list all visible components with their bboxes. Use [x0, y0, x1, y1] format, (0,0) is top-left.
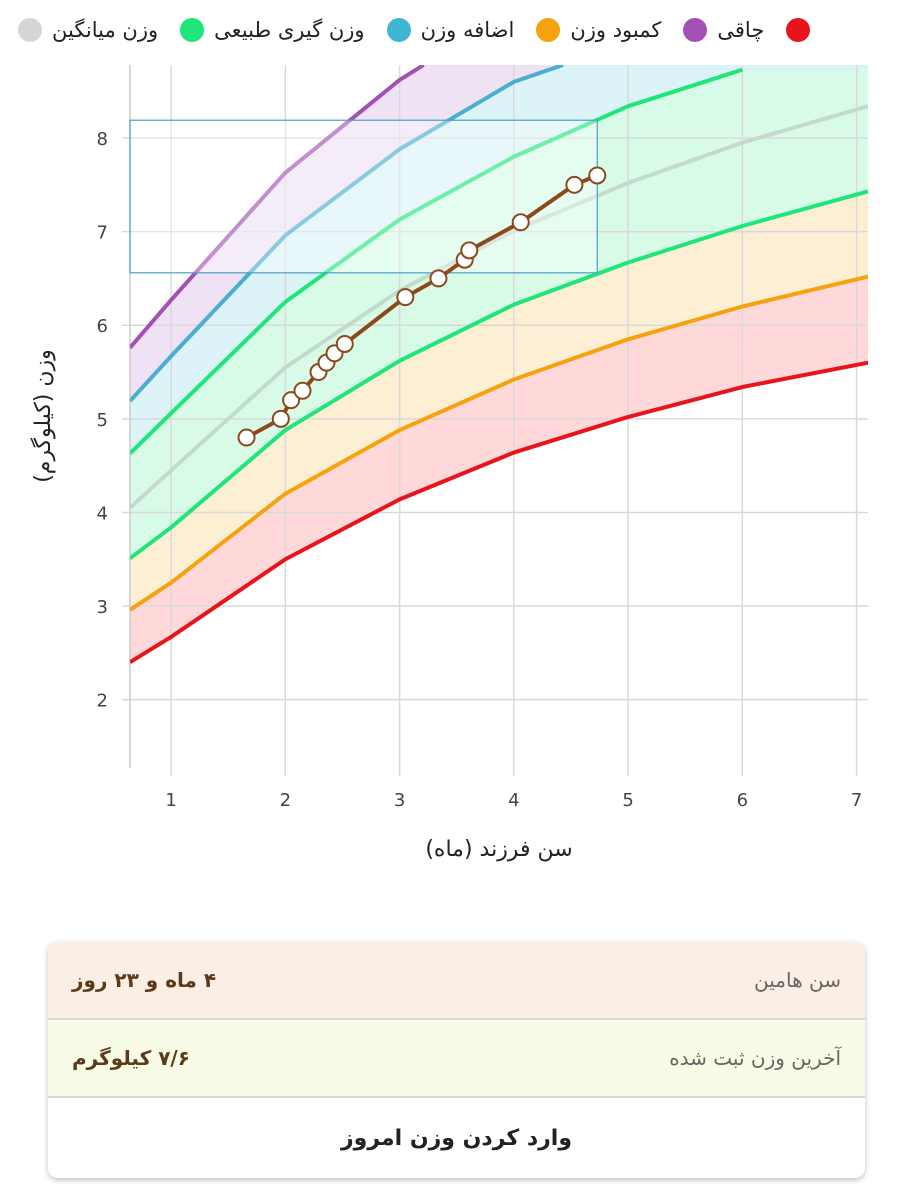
x-tick-label: 3 [394, 790, 405, 811]
legend-item [786, 18, 811, 42]
reference-curve [130, 360, 868, 664]
x-tick-label: 4 [508, 790, 519, 811]
y-tick-label: 8 [97, 129, 108, 150]
child-weight-point [335, 334, 354, 353]
legend-dot [386, 18, 411, 42]
row-label: آخرین وزن ثبت شده [669, 1046, 841, 1070]
reference-curve [130, 65, 425, 350]
age-row: سن هامین ۴ ماه و ۲۳ روز [48, 942, 865, 1020]
child-weight-point [282, 391, 301, 410]
x-tick-label: 6 [737, 790, 748, 811]
foreground [129, 119, 607, 447]
band [130, 65, 868, 454]
legend-dot [683, 18, 708, 42]
chart: 1 2 3 4 5 6 7 2 3 4 5 6 7 8 وزن (کیلوگرم) سن فرزند (م… [30, 65, 868, 862]
legend-label: وزن میانگین [52, 18, 159, 42]
x-axis-label: سن فرزند (ماه) [425, 837, 572, 862]
legend-item: وزن گیری طبیعی [180, 18, 365, 42]
y-axis-label: وزن (کیلوگرم) [30, 349, 56, 483]
legend: وزن میانگین وزن گیری طبیعی اضافه وزن کمبود … [18, 10, 811, 50]
legend-dot [180, 18, 205, 42]
row-label: سن هامین [754, 968, 841, 992]
legend-dot [786, 18, 811, 42]
legend-item: کمبود وزن [536, 18, 661, 42]
child-weight-point [588, 166, 607, 185]
legend-item: چاقی [683, 18, 764, 42]
legend-label: وزن گیری طبیعی [214, 18, 365, 42]
row-value: ۷/۶ کیلوگرم [72, 1046, 190, 1070]
y-tick-label: 2 [97, 691, 108, 712]
y-tick-label: 7 [97, 223, 108, 244]
curves [130, 65, 868, 664]
y-tick-label: 6 [97, 316, 108, 337]
x-tick-label: 5 [622, 790, 633, 811]
reference-curve [130, 65, 564, 403]
child-weight-point [237, 428, 256, 447]
row-value: ۴ ماه و ۲۳ روز [72, 968, 217, 992]
y-tick-label: 5 [97, 410, 108, 431]
child-weight-point [271, 409, 290, 428]
legend-item: اضافه وزن [386, 18, 515, 42]
reference-curve [130, 67, 743, 455]
band [130, 65, 868, 402]
enter-weight-button[interactable]: وارد کردن وزن امروز [48, 1098, 865, 1178]
legend-dot [536, 18, 561, 42]
legend-label: کمبود وزن [570, 18, 662, 42]
legend-item: وزن میانگین [18, 18, 158, 42]
grid: 1 2 3 4 5 6 7 2 3 4 5 6 7 8 [97, 65, 868, 811]
child-weight-point [511, 213, 530, 232]
child-weight-point [429, 269, 448, 288]
weight-row: آخرین وزن ثبت شده ۷/۶ کیلوگرم [48, 1020, 865, 1098]
child-weight-point [396, 288, 415, 307]
legend-label: چاقی [717, 18, 765, 42]
y-tick-label: 4 [97, 503, 108, 524]
x-tick-label: 1 [165, 790, 176, 811]
y-tick-label: 3 [97, 597, 108, 618]
child-weight-point [565, 175, 584, 194]
x-tick-label: 7 [851, 790, 862, 811]
x-tick-label: 2 [280, 790, 291, 811]
highlight-box [129, 119, 598, 274]
child-weight-point [293, 381, 312, 400]
info-card: سن هامین ۴ ماه و ۲۳ روز آخرین وزن ثبت شد… [48, 942, 865, 1178]
legend-label: اضافه وزن [420, 18, 515, 42]
reference-curve [130, 274, 868, 612]
legend-dot [18, 18, 42, 42]
reference-curve [130, 189, 868, 560]
band [130, 65, 868, 610]
child-weight-point [460, 241, 479, 260]
